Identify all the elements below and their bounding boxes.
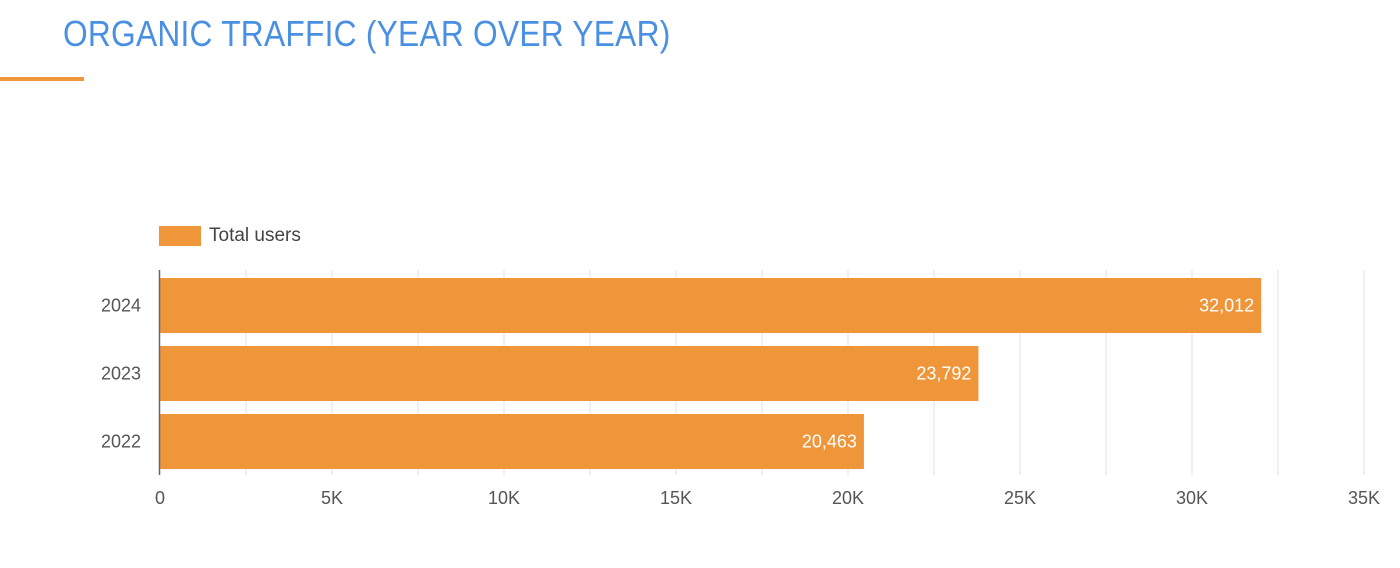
y-tick-label: 2024 [101, 296, 141, 316]
x-tick-label: 35K [1348, 488, 1380, 508]
x-tick-label: 20K [832, 488, 864, 508]
bar [160, 414, 864, 469]
x-tick-label: 30K [1176, 488, 1208, 508]
x-tick-label: 0 [155, 488, 165, 508]
x-tick-label: 5K [321, 488, 343, 508]
data-label: 32,012 [1199, 296, 1254, 316]
x-tick-label: 15K [660, 488, 692, 508]
y-tick-label: 2022 [101, 432, 141, 452]
legend-swatch [159, 226, 201, 246]
data-label: 20,463 [802, 432, 857, 452]
bar-layer [160, 278, 1262, 469]
chart-legend: Total users [159, 225, 301, 247]
label-layer: 2024 32,012 2023 23,792 2022 20,463 [101, 296, 1254, 452]
title-underline [0, 77, 84, 81]
bar [160, 346, 979, 401]
x-tick-label: 25K [1004, 488, 1036, 508]
axis-layer: 0 5K 10K 15K 20K 25K 30K 35K [155, 270, 1380, 508]
y-tick-label: 2023 [101, 364, 141, 384]
x-tick-label: 10K [488, 488, 520, 508]
data-label: 23,792 [916, 364, 971, 384]
page-title: ORGANIC TRAFFIC (YEAR OVER YEAR) [63, 13, 671, 54]
legend-label: Total users [209, 225, 301, 246]
bar [160, 278, 1262, 333]
